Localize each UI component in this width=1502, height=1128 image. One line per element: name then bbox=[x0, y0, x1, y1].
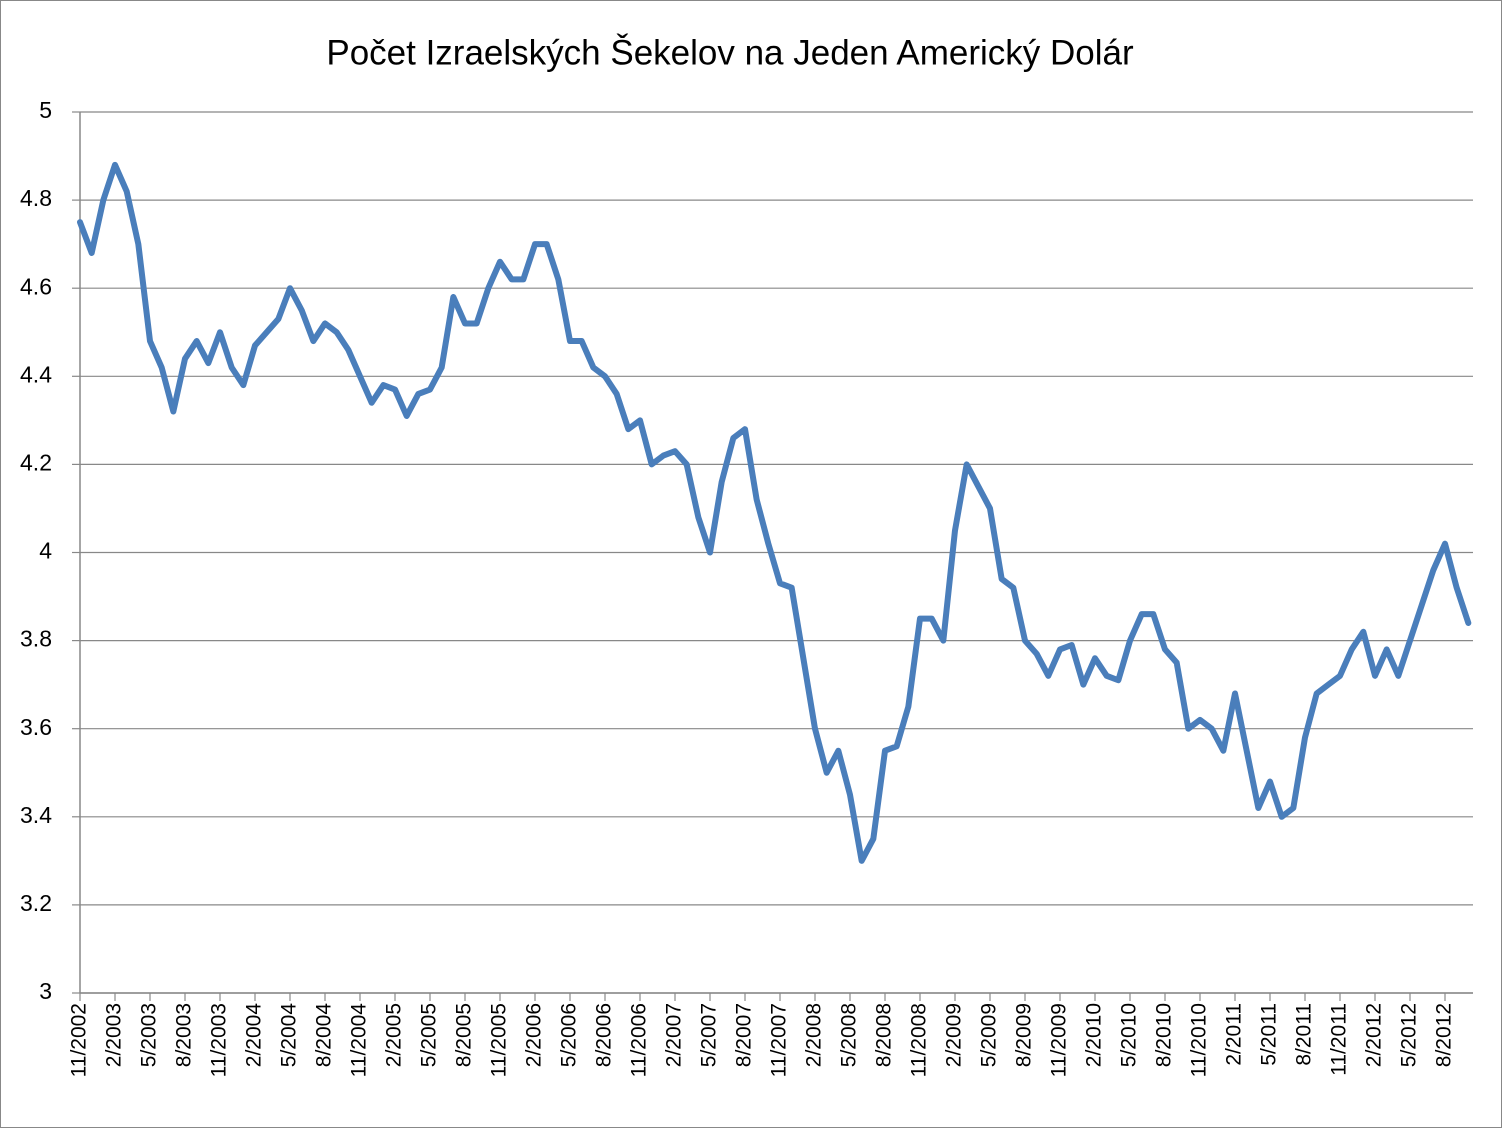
x-tick-label: 8/2011 bbox=[1293, 1003, 1316, 1066]
x-tick-label: 11/2007 bbox=[768, 1003, 791, 1077]
x-tick-label: 5/2006 bbox=[558, 1003, 581, 1067]
y-tick-label: 4.6 bbox=[20, 273, 52, 299]
x-tick-label: 11/2008 bbox=[908, 1003, 931, 1077]
x-tick-label: 11/2002 bbox=[68, 1003, 91, 1077]
x-tick-label: 2/2008 bbox=[803, 1003, 826, 1067]
x-tick-label: 2/2005 bbox=[383, 1003, 406, 1067]
x-tick-label: 8/2008 bbox=[873, 1003, 896, 1067]
y-tick-label: 4.4 bbox=[20, 361, 52, 387]
x-tick-label: 2/2004 bbox=[243, 1003, 266, 1068]
x-tick-label: 5/2009 bbox=[978, 1003, 1001, 1067]
y-tick-label: 3.8 bbox=[20, 626, 52, 652]
x-tick-label: 5/2010 bbox=[1118, 1003, 1141, 1067]
x-tick-label: 8/2012 bbox=[1433, 1003, 1456, 1067]
x-tick-label: 2/2009 bbox=[943, 1003, 966, 1067]
x-tick-label: 8/2009 bbox=[1013, 1003, 1036, 1067]
y-tick-label: 4 bbox=[39, 538, 52, 564]
y-tick-label: 3.6 bbox=[20, 714, 52, 740]
x-tick-label: 5/2011 bbox=[1258, 1003, 1281, 1066]
x-tick-label: 8/2010 bbox=[1153, 1003, 1176, 1067]
x-tick-label: 11/2004 bbox=[348, 1003, 371, 1078]
x-tick-label: 5/2005 bbox=[418, 1003, 441, 1067]
x-tick-label: 8/2003 bbox=[173, 1003, 196, 1067]
x-tick-label: 11/2006 bbox=[628, 1003, 651, 1077]
x-tick-label: 5/2008 bbox=[838, 1003, 861, 1067]
x-tick-label: 8/2005 bbox=[453, 1003, 476, 1067]
x-tick-label: 2/2006 bbox=[523, 1003, 546, 1067]
y-tick-label: 3.2 bbox=[20, 890, 52, 916]
x-tick-label: 2/2012 bbox=[1363, 1003, 1386, 1067]
x-tick-label: 2/2010 bbox=[1083, 1003, 1106, 1067]
x-tick-label: 2/2003 bbox=[103, 1003, 126, 1067]
y-tick-label: 3 bbox=[39, 978, 52, 1004]
y-tick-label: 3.4 bbox=[20, 802, 52, 828]
y-tick-label: 5 bbox=[39, 97, 52, 123]
chart-title: Počet Izraelských Šekelov na Jeden Ameri… bbox=[326, 33, 1134, 72]
x-tick-label: 8/2006 bbox=[593, 1003, 616, 1067]
x-tick-label: 11/2005 bbox=[488, 1003, 511, 1077]
series-line bbox=[77, 161, 1472, 864]
x-tick-label: 11/2011 bbox=[1328, 1003, 1351, 1076]
x-tick-label: 8/2004 bbox=[313, 1003, 336, 1068]
x-tick-label: 5/2012 bbox=[1398, 1003, 1421, 1067]
x-tick-label: 2/2007 bbox=[663, 1003, 686, 1067]
x-tick-label: 11/2010 bbox=[1188, 1003, 1211, 1077]
x-tick-label: 11/2003 bbox=[208, 1003, 231, 1077]
y-tick-label: 4.8 bbox=[20, 185, 52, 211]
x-tick-label: 2/2011 bbox=[1223, 1003, 1246, 1066]
x-tick-label: 11/2009 bbox=[1048, 1003, 1071, 1077]
x-tick-label: 5/2007 bbox=[698, 1003, 721, 1067]
y-tick-label: 4.2 bbox=[20, 449, 52, 475]
x-tick-label: 5/2003 bbox=[138, 1003, 161, 1067]
x-tick-label: 8/2007 bbox=[733, 1003, 756, 1067]
x-tick-label: 5/2004 bbox=[278, 1003, 301, 1068]
